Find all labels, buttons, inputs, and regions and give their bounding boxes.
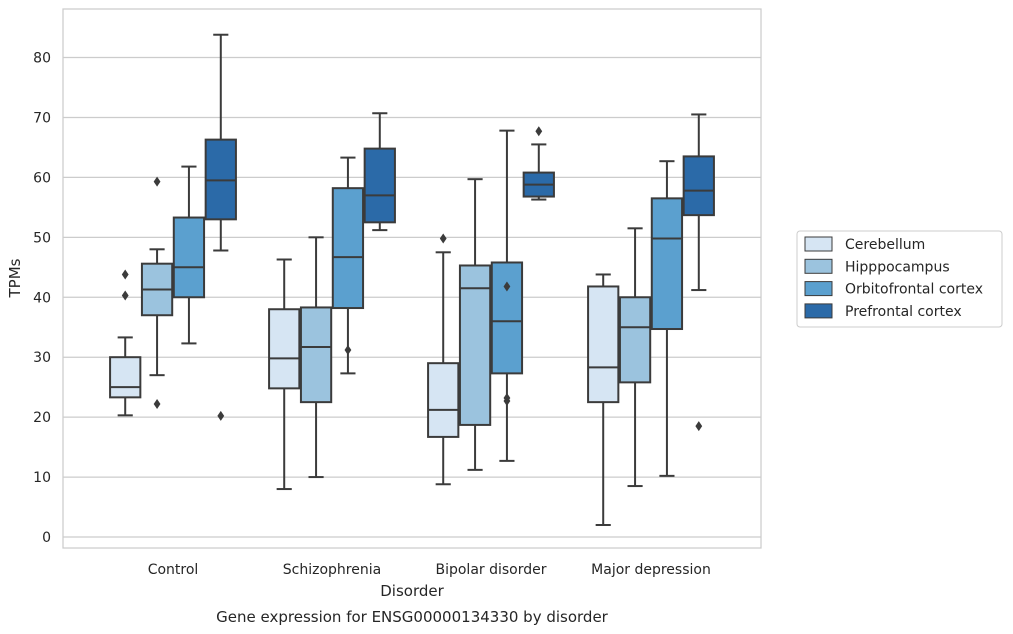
outlier-point (153, 398, 161, 409)
box-group (618, 227, 652, 488)
x-tick-label: Bipolar disorder (435, 562, 546, 578)
legend-frame (796, 230, 1003, 328)
box (682, 155, 715, 217)
legend-label: Prefrontal cortex (845, 304, 962, 320)
outlier-point (217, 410, 225, 421)
outlier-point (503, 281, 511, 292)
y-tick-label: 50 (33, 230, 51, 246)
y-tick-labels: 0 10 20 30 40 50 60 70 80 (33, 51, 51, 546)
box (587, 285, 620, 404)
box (172, 216, 206, 299)
x-tick-label: Schizophrenia (283, 562, 381, 578)
outlier-point (535, 126, 543, 137)
x-tick-label: Control (148, 562, 199, 578)
box-group (458, 178, 492, 471)
box (299, 306, 333, 404)
legend-swatch (804, 236, 833, 252)
box-group (490, 129, 524, 462)
box (618, 296, 652, 384)
box (331, 187, 365, 310)
legend-swatch (804, 303, 833, 319)
outlier-point (344, 344, 352, 355)
x-axis-label: Disorder (380, 582, 444, 600)
y-tick-label: 20 (33, 410, 51, 426)
legend-label: Orbitofrontal cortex (845, 282, 983, 298)
y-tick-label: 10 (33, 470, 51, 486)
box-group (268, 258, 301, 491)
box-group (427, 233, 460, 486)
box (427, 362, 460, 438)
box-group (522, 126, 555, 201)
outlier-point (121, 269, 129, 280)
y-tick-label: 70 (33, 110, 51, 126)
box-group (109, 269, 142, 417)
box (458, 264, 492, 426)
grid-lines (63, 56, 761, 538)
outlier-point (503, 392, 511, 403)
box (363, 147, 396, 224)
box-group (682, 113, 715, 432)
y-tick-label: 80 (33, 51, 51, 67)
y-tick-label: 0 (42, 530, 51, 546)
box-group (299, 236, 333, 479)
box-group (363, 112, 396, 232)
outlier-point (153, 176, 161, 187)
legend-label: Cerebellum (845, 237, 925, 253)
box-group (140, 176, 174, 409)
box-group (331, 156, 365, 375)
box-group (172, 165, 206, 345)
legend-label: Hipppocampus (845, 259, 950, 275)
legend: Cerebellum Hipppocampus Orbitofrontal cort… (796, 230, 1003, 328)
y-axis-label: TPMs (6, 258, 24, 298)
box-group (204, 33, 237, 421)
chart-title: Gene expression for ENSG00000134330 by d… (216, 608, 609, 626)
box-group (587, 273, 620, 527)
box (490, 261, 524, 375)
y-tick-label: 30 (33, 350, 51, 366)
x-tick-label: Major depression (591, 562, 711, 578)
outlier-point (695, 421, 703, 432)
boxes-layer (109, 33, 715, 527)
box-group (650, 160, 684, 477)
y-tick-label: 60 (33, 170, 51, 186)
y-tick-label: 40 (33, 290, 51, 306)
box (650, 197, 684, 331)
box (268, 308, 301, 390)
box (109, 356, 142, 399)
outlier-point (121, 290, 129, 301)
legend-swatch (804, 281, 833, 297)
outlier-point (439, 233, 447, 244)
x-tick-labels: Control Schizophrenia Bipolar disorder Majo… (148, 562, 711, 578)
legend-swatch (804, 258, 833, 274)
